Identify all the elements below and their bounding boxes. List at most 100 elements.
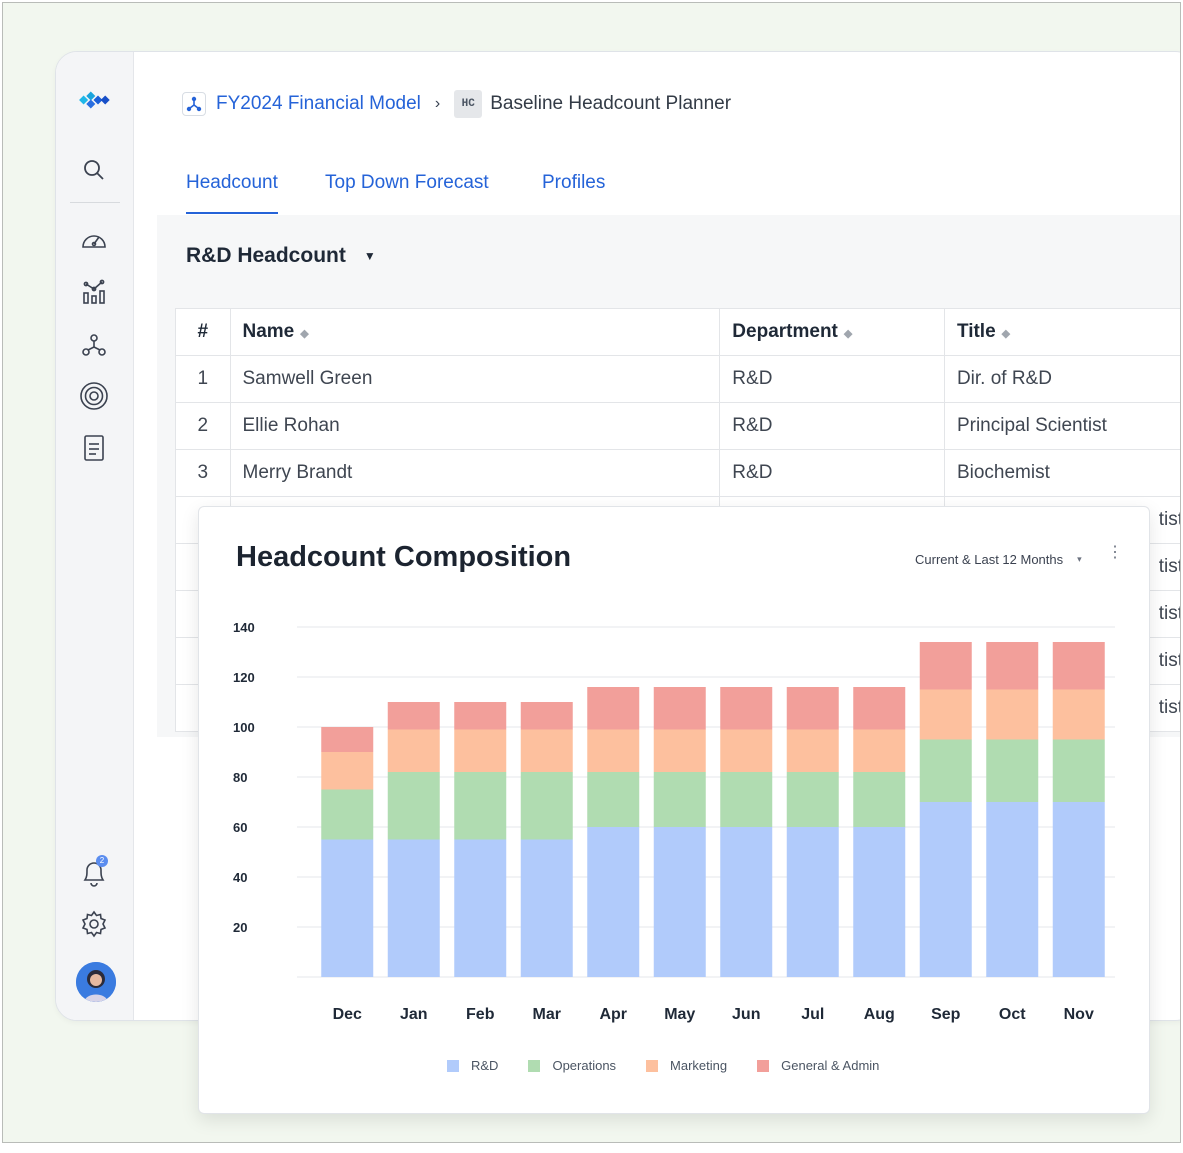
x-tick-label: Aug — [864, 1006, 895, 1023]
table-row[interactable]: 3 Merry Brandt R&D Biochemist — [175, 449, 1180, 497]
tab-profiles[interactable]: Profiles — [542, 172, 606, 193]
sort-icon[interactable]: ◆ — [300, 328, 309, 340]
sort-icon[interactable]: ◆ — [1001, 328, 1011, 340]
legend-swatch — [447, 1059, 459, 1072]
cell-name: Merry Brandt — [229, 449, 721, 497]
gear-icon[interactable] — [78, 908, 110, 940]
column-header-label: Name — [242, 321, 295, 342]
planner-badge: HC — [454, 90, 483, 118]
bar-segment — [653, 772, 706, 827]
bar-segment — [786, 729, 839, 772]
bar-segment — [587, 687, 640, 730]
legend-item[interactable]: Operations — [528, 1058, 616, 1073]
y-tick-label: 20 — [233, 920, 247, 935]
sort-icon[interactable]: ◆ — [843, 328, 853, 340]
legend-item[interactable]: R&D — [447, 1058, 498, 1073]
bar-segment — [919, 642, 972, 690]
column-header-name[interactable]: Name ◆ — [229, 308, 721, 356]
bar-segment — [587, 772, 640, 827]
table-row[interactable]: 2 Ellie Rohan R&D Principal Scientist — [175, 402, 1180, 450]
bar-segment — [520, 702, 573, 730]
sidebar-divider — [70, 202, 120, 203]
avatar[interactable] — [76, 962, 116, 1002]
bar-segment — [387, 702, 440, 730]
bar-segment — [919, 802, 972, 977]
bar-segment — [321, 752, 374, 790]
bar-segment — [853, 687, 906, 730]
tab-top-down-forecast[interactable]: Top Down Forecast — [325, 172, 489, 193]
chart-card: Headcount Composition Current & Last 12 … — [198, 506, 1150, 1114]
column-header-title[interactable]: Title ◆ — [943, 308, 1180, 356]
bar-segment — [387, 772, 440, 840]
y-tick-label: 60 — [233, 820, 247, 835]
cell-department: R&D — [719, 355, 945, 403]
cell-title: Biochemist — [943, 449, 1180, 497]
bar-segment — [1052, 689, 1105, 740]
chart-legend: R&D Operations Marketing General & Admin — [447, 1058, 909, 1073]
search-icon[interactable] — [78, 154, 110, 186]
range-dropdown[interactable]: Current & Last 12 Months ▾ — [915, 552, 1082, 567]
breadcrumb-model-link[interactable]: FY2024 Financial Model — [216, 93, 421, 114]
x-tick-label: Apr — [599, 1006, 627, 1023]
x-tick-label: Jun — [732, 1006, 760, 1023]
x-tick-label: Jan — [400, 1006, 428, 1023]
bar-segment — [454, 772, 507, 840]
y-tick-label: 80 — [233, 770, 247, 785]
bar-segment — [786, 827, 839, 977]
bar-segment — [986, 739, 1039, 802]
bar-segment — [986, 802, 1039, 977]
cell-department: R&D — [719, 449, 945, 497]
legend-item[interactable]: General & Admin — [757, 1058, 879, 1073]
cell-name: Samwell Green — [229, 355, 721, 403]
tab-bar: Headcount Top Down Forecast Profiles — [157, 170, 1180, 216]
target-icon[interactable] — [78, 380, 110, 412]
logo-icon[interactable] — [78, 84, 110, 116]
cell-department: R&D — [719, 402, 945, 450]
legend-label: Operations — [552, 1058, 617, 1073]
chart-title: Headcount Composition — [236, 541, 572, 573]
document-icon[interactable] — [78, 432, 110, 464]
bar-segment — [786, 772, 839, 827]
table-header-row: # Name ◆ Department ◆ Title ◆ — [175, 308, 1180, 356]
bar-segment — [786, 687, 839, 730]
column-header-department[interactable]: Department ◆ — [719, 308, 945, 356]
y-tick-label: 40 — [233, 870, 247, 885]
bar-segment — [321, 839, 374, 977]
bar-segment — [321, 789, 374, 840]
bar-segment — [1052, 739, 1105, 802]
bar-segment — [653, 729, 706, 772]
cell-title: Dir. of R&D — [943, 355, 1180, 403]
view-title: R&D Headcount — [186, 244, 346, 267]
bar-segment — [520, 772, 573, 840]
analytics-icon[interactable] — [78, 276, 110, 308]
bar-segment — [653, 687, 706, 730]
breadcrumb-planner: Baseline Headcount Planner — [490, 93, 732, 114]
bar-segment — [321, 727, 374, 752]
legend-swatch — [757, 1059, 770, 1072]
x-tick-label: Jul — [801, 1006, 824, 1023]
tab-headcount[interactable]: Headcount — [186, 172, 278, 214]
bell-icon[interactable]: 2 — [78, 855, 110, 889]
sidebar: 2 — [56, 52, 134, 1020]
x-tick-label: May — [664, 1006, 695, 1023]
bar-segment — [986, 642, 1039, 690]
x-tick-label: Dec — [333, 1006, 362, 1023]
bar-segment — [387, 729, 440, 772]
bar-segment — [520, 839, 573, 977]
network-icon[interactable] — [78, 329, 110, 361]
dashboard-icon[interactable] — [78, 224, 110, 256]
legend-label: Marketing — [670, 1058, 728, 1073]
bar-segment — [853, 772, 906, 827]
x-tick-label: Nov — [1064, 1006, 1094, 1023]
bar-segment — [720, 827, 773, 977]
bar-segment — [520, 729, 573, 772]
legend-swatch — [646, 1059, 659, 1072]
view-selector[interactable]: R&D Headcount ▼ — [186, 244, 376, 268]
y-tick-label: 140 — [233, 620, 255, 635]
stacked-bar-chart: 20 40 60 80 100 120 140 Dec Jan Feb Mar Apr May Jun Ju… — [233, 620, 1115, 1023]
bar-segment — [587, 729, 640, 772]
table-row[interactable]: 1 Samwell Green R&D Dir. of R&D — [175, 355, 1180, 403]
legend-item[interactable]: Marketing — [646, 1058, 727, 1073]
cell-title: Principal Scientist — [943, 402, 1180, 450]
